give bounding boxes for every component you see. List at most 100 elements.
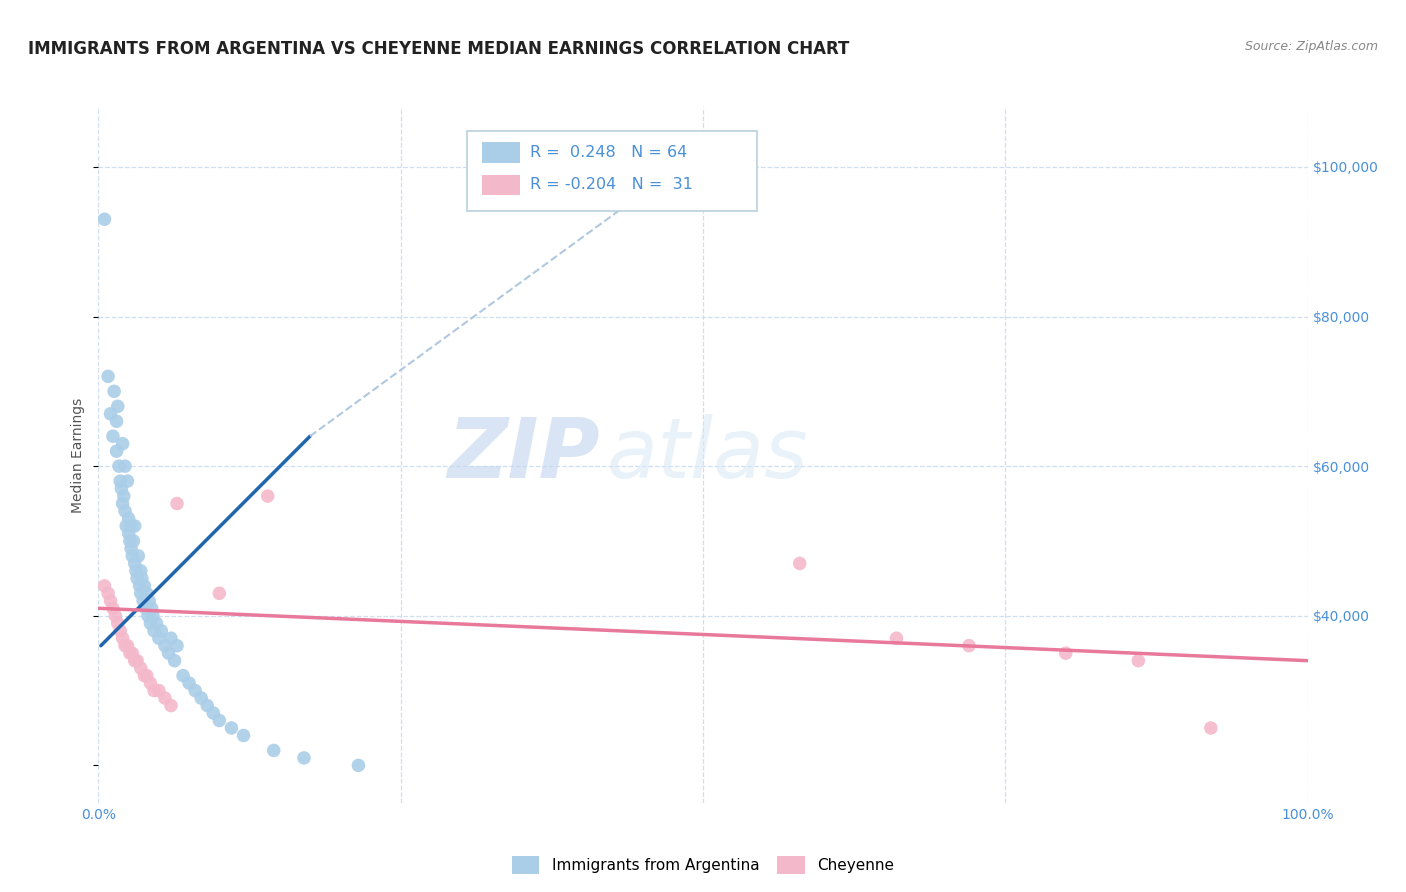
Point <box>118 533 141 548</box>
Text: Source: ZipAtlas.com: Source: ZipAtlas.com <box>1244 40 1378 54</box>
Point <box>136 608 159 623</box>
Point <box>111 631 134 645</box>
Point <box>97 369 120 384</box>
Point <box>117 639 139 653</box>
Point <box>139 676 162 690</box>
Text: ZIP: ZIP <box>447 415 600 495</box>
Point <box>118 526 141 541</box>
Point <box>101 601 124 615</box>
Point <box>107 399 129 413</box>
Point <box>195 698 218 713</box>
Point <box>112 489 135 503</box>
Point <box>103 384 125 399</box>
Point <box>1199 721 1222 735</box>
Point <box>110 482 132 496</box>
Text: IMMIGRANTS FROM ARGENTINA VS CHEYENNE MEDIAN EARNINGS CORRELATION CHART: IMMIGRANTS FROM ARGENTINA VS CHEYENNE ME… <box>28 40 849 58</box>
Point <box>145 616 167 631</box>
Point <box>127 549 149 563</box>
Point <box>172 668 194 682</box>
Text: R =  0.248   N = 64: R = 0.248 N = 64 <box>530 145 688 160</box>
Point <box>122 533 145 548</box>
Point <box>163 654 186 668</box>
Point <box>135 586 157 600</box>
Text: R = -0.204   N =  31: R = -0.204 N = 31 <box>530 178 693 193</box>
Point <box>138 594 160 608</box>
Point <box>108 474 131 488</box>
Point <box>125 564 148 578</box>
Point <box>166 497 188 511</box>
Point <box>139 616 162 631</box>
Point <box>148 631 170 645</box>
Point <box>107 616 129 631</box>
Point <box>184 683 207 698</box>
Point <box>105 444 128 458</box>
Y-axis label: Median Earnings: Median Earnings <box>72 397 86 513</box>
Point <box>128 579 150 593</box>
Point <box>263 743 285 757</box>
Point <box>208 586 231 600</box>
Point <box>120 541 142 556</box>
Point <box>153 639 176 653</box>
Point <box>105 414 128 428</box>
Bar <box>467 131 758 211</box>
Text: atlas: atlas <box>606 415 808 495</box>
Point <box>143 624 166 638</box>
Point <box>93 212 115 227</box>
Point <box>789 557 811 571</box>
Point <box>141 601 163 615</box>
Bar <box>482 175 520 195</box>
Point <box>135 601 157 615</box>
Point <box>118 511 141 525</box>
Point <box>157 646 180 660</box>
Point <box>129 586 152 600</box>
Point <box>150 624 173 638</box>
Point <box>148 683 170 698</box>
Bar <box>482 142 520 162</box>
Point <box>100 407 122 421</box>
Point <box>142 608 165 623</box>
Point <box>1128 654 1150 668</box>
Point <box>127 654 149 668</box>
Point <box>131 571 153 585</box>
Point <box>129 661 152 675</box>
Point <box>111 497 134 511</box>
Point <box>100 594 122 608</box>
Point <box>111 436 134 450</box>
Point <box>124 557 146 571</box>
Point <box>124 519 146 533</box>
Point <box>117 474 139 488</box>
Point <box>97 586 120 600</box>
Point <box>114 639 136 653</box>
Point <box>135 668 157 682</box>
Point <box>143 683 166 698</box>
Point <box>202 706 225 720</box>
Legend: Immigrants from Argentina, Cheyenne: Immigrants from Argentina, Cheyenne <box>506 850 900 880</box>
Point <box>292 751 315 765</box>
Point <box>134 668 156 682</box>
Point <box>886 631 908 645</box>
Point <box>134 579 156 593</box>
Point <box>121 646 143 660</box>
Point <box>190 691 212 706</box>
Point <box>160 698 183 713</box>
Point <box>347 758 370 772</box>
Point <box>93 579 115 593</box>
Point <box>132 594 155 608</box>
Point <box>160 631 183 645</box>
Point <box>124 654 146 668</box>
Point <box>127 571 149 585</box>
Point <box>101 429 124 443</box>
Point <box>114 459 136 474</box>
Point <box>208 714 231 728</box>
Point <box>166 639 188 653</box>
Point <box>118 646 141 660</box>
Point <box>114 504 136 518</box>
Point <box>957 639 980 653</box>
Point <box>153 691 176 706</box>
Point <box>115 519 138 533</box>
Point <box>108 459 131 474</box>
Point <box>221 721 243 735</box>
Point <box>121 549 143 563</box>
Point <box>179 676 201 690</box>
Point <box>1054 646 1077 660</box>
